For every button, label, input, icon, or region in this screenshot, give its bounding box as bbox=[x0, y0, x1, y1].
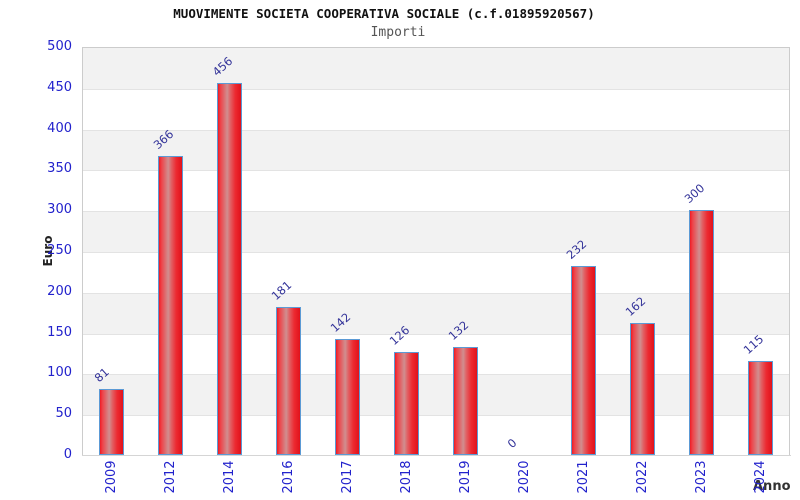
x-tick-label: 2014 bbox=[221, 460, 237, 494]
x-tick-label: 2022 bbox=[634, 460, 650, 494]
gridline bbox=[83, 170, 789, 172]
x-tick-label: 2020 bbox=[516, 460, 532, 494]
plot-band bbox=[83, 292, 789, 334]
gridline bbox=[83, 211, 789, 213]
plot-band bbox=[83, 252, 789, 293]
x-tick-label: 2017 bbox=[339, 460, 355, 494]
x-axis-title: Anno bbox=[753, 479, 791, 494]
x-tick-label: 2023 bbox=[693, 460, 709, 494]
x-tick-label: 2018 bbox=[398, 460, 414, 494]
bar-2014 bbox=[217, 83, 242, 455]
y-tick-label: 450 bbox=[47, 79, 72, 95]
y-tick-label: 300 bbox=[47, 202, 72, 218]
gridline bbox=[83, 374, 789, 376]
x-tick-label: 2012 bbox=[162, 460, 178, 494]
y-tick-label: 250 bbox=[47, 243, 72, 258]
bar-2009 bbox=[99, 389, 124, 455]
bar-2016 bbox=[276, 307, 301, 455]
plot-band bbox=[83, 211, 789, 252]
plot-band bbox=[83, 170, 789, 212]
bar-2021 bbox=[571, 266, 596, 455]
bar-2023 bbox=[689, 210, 714, 455]
gridline bbox=[83, 88, 789, 90]
gridline bbox=[83, 252, 789, 253]
x-axis-line bbox=[82, 455, 791, 456]
plot-band bbox=[83, 129, 789, 171]
gridline bbox=[83, 333, 789, 335]
x-tick-label: 2009 bbox=[103, 460, 119, 494]
bar-2018 bbox=[394, 352, 419, 455]
x-tick-label: 2021 bbox=[575, 460, 591, 494]
gridline bbox=[83, 129, 789, 131]
plot-band bbox=[83, 333, 789, 375]
chart-subtitle: Importi bbox=[370, 25, 426, 40]
x-tick-label: 2024 bbox=[752, 460, 768, 494]
y-tick-label: 350 bbox=[47, 161, 72, 177]
y-tick-label: 50 bbox=[55, 406, 72, 422]
x-tick-label: 2019 bbox=[457, 460, 473, 494]
gridline bbox=[83, 415, 789, 417]
y-tick-label: 0 bbox=[63, 447, 72, 462]
x-tick-label: 2016 bbox=[280, 460, 296, 494]
bar-2017 bbox=[335, 339, 360, 455]
plot-band bbox=[83, 48, 789, 89]
y-tick-label: 400 bbox=[47, 120, 72, 136]
bar-2022 bbox=[630, 323, 655, 455]
bar-2024 bbox=[748, 361, 773, 455]
plot-band bbox=[83, 415, 789, 456]
plot-band bbox=[83, 88, 789, 130]
chart-title: MUOVIMENTE SOCIETA COOPERATIVA SOCIALE (… bbox=[173, 6, 595, 21]
y-tick-label: 200 bbox=[47, 283, 72, 299]
bar-2012 bbox=[158, 156, 183, 455]
y-tick-label: 500 bbox=[47, 39, 72, 54]
y-tick-label: 150 bbox=[47, 324, 72, 340]
plot-band bbox=[83, 374, 789, 416]
y-tick-label: 100 bbox=[47, 365, 72, 381]
bar-2019 bbox=[453, 347, 478, 455]
plot-area bbox=[82, 47, 790, 456]
gridline bbox=[83, 292, 789, 294]
